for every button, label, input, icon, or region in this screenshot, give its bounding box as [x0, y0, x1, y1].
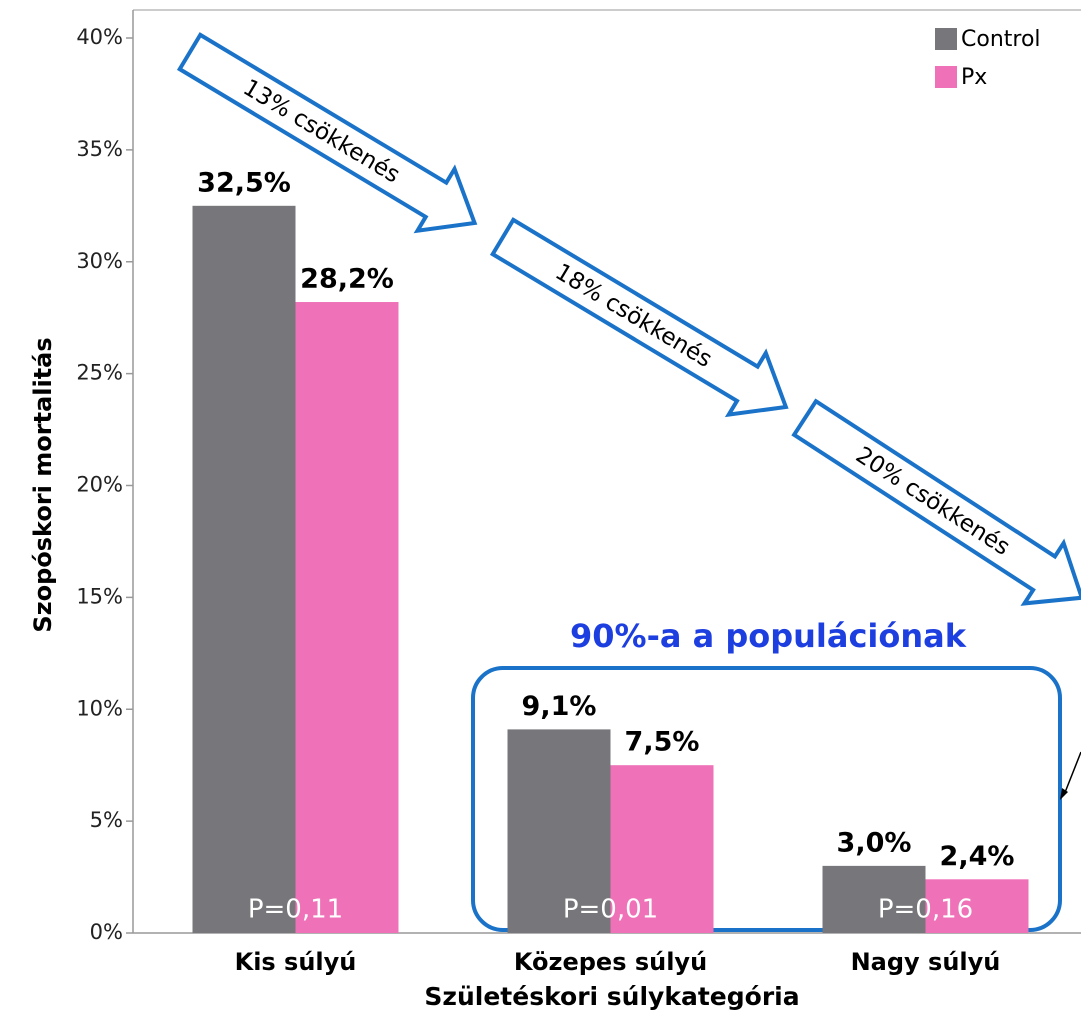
arrow-label: 20% csökkenés: [851, 442, 1014, 561]
value-label: 2,4%: [940, 841, 1015, 872]
y-tick-label: 5%: [90, 808, 123, 832]
legend-label: Px: [961, 65, 987, 90]
bar: [925, 879, 1029, 933]
arrow-shape: [791, 398, 1081, 606]
x-axis-label: Születéskori súlykategória: [424, 982, 799, 1011]
bar: [295, 302, 399, 933]
reduction-arrow: 18% csökkenés: [489, 217, 789, 418]
bar: [507, 729, 611, 933]
pointer-head: [1060, 788, 1068, 800]
y-tick-label: 30%: [76, 249, 123, 273]
bar: [192, 205, 296, 933]
value-label: 7,5%: [625, 727, 700, 758]
y-axis-label: Szopóskori mortalitás: [29, 337, 57, 632]
y-tick-label: 20%: [76, 473, 123, 497]
p-value: P=0,01: [563, 895, 658, 925]
legend-label: Control: [961, 27, 1041, 52]
bar: [610, 765, 714, 933]
x-tick-label: Közepes súlyú: [514, 948, 707, 976]
arrow-shape: [489, 217, 789, 418]
reduction-arrow: 20% csökkenés: [791, 398, 1081, 606]
y-tick-label: 0%: [90, 920, 123, 944]
p-value: P=0,16: [878, 895, 973, 925]
y-tick-label: 10%: [76, 696, 123, 720]
highlight-box: [471, 666, 1062, 932]
legend-swatch: [935, 28, 957, 50]
pointer: [1063, 751, 1081, 796]
p-value: P=0,11: [248, 895, 343, 925]
value-label: 28,2%: [300, 264, 394, 295]
y-tick-label: 40%: [76, 25, 123, 49]
x-tick-label: Kis súlyú: [235, 948, 357, 976]
x-tick-label: Nagy súlyú: [851, 948, 1001, 976]
value-label: 9,1%: [522, 691, 597, 722]
legend-swatch: [935, 66, 957, 88]
arrow-shape: [176, 32, 478, 234]
value-label: 32,5%: [197, 167, 291, 198]
arrow-label: 18% csökkenés: [551, 259, 717, 373]
y-tick-label: 35%: [76, 137, 123, 161]
y-tick-label: 25%: [76, 361, 123, 385]
box-label: 90%-a a populációnak: [570, 617, 967, 655]
y-tick-label: 15%: [76, 584, 123, 608]
bar: [822, 865, 926, 933]
value-label: 3,0%: [837, 827, 912, 858]
